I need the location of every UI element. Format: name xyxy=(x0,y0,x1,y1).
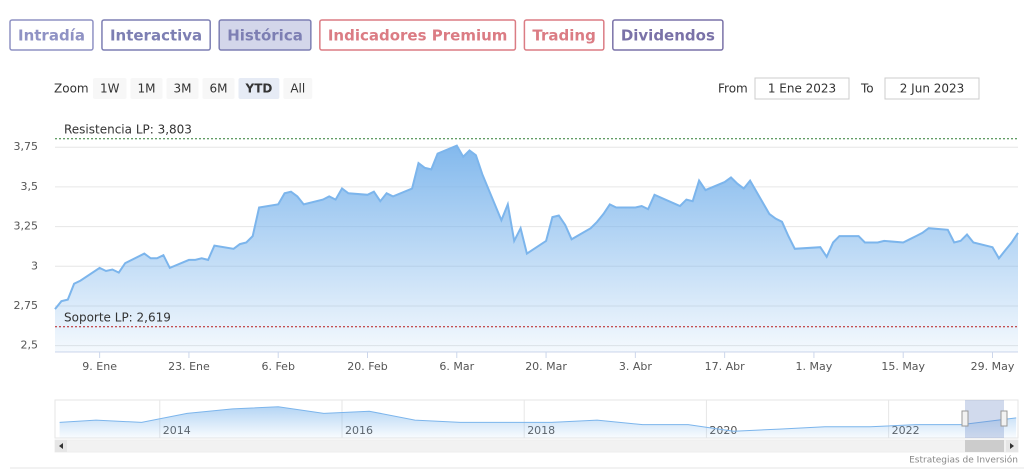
x-tick-label: 1. May xyxy=(796,360,833,373)
scroll-left-arrow xyxy=(59,443,63,449)
credit[interactable]: Estrategias de Inversión xyxy=(909,455,1018,466)
y-tick-label: 3 xyxy=(31,259,38,272)
scroll-right-arrow xyxy=(1010,443,1014,449)
x-tick-label: 15. May xyxy=(881,360,925,373)
zoom-button-label[interactable]: 1M xyxy=(138,82,156,96)
zoom-button[interactable] xyxy=(238,78,280,99)
from-value[interactable]: 1 Ene 2023 xyxy=(768,82,836,96)
x-tick-label: 9. Ene xyxy=(82,360,117,373)
zoom-button[interactable] xyxy=(166,78,199,99)
zoom-button-label[interactable]: YTD xyxy=(245,82,273,96)
navigator-line xyxy=(59,406,1017,432)
from-input[interactable] xyxy=(754,77,850,100)
zoom-button-label[interactable]: 1W xyxy=(100,82,120,96)
zoom-button[interactable] xyxy=(202,78,235,99)
plot-line-label: Soporte LP: 2,619 xyxy=(64,310,171,324)
tab-label[interactable]: Interactiva xyxy=(110,27,202,45)
x-tick-label: 6. Feb xyxy=(261,360,294,373)
tab-label[interactable]: Intradía xyxy=(18,27,85,45)
x-tick-label: 3. Abr xyxy=(619,360,652,373)
tab[interactable] xyxy=(612,19,724,51)
tab-label[interactable]: Dividendos xyxy=(621,27,715,45)
zoom-button-label[interactable]: 3M xyxy=(174,82,192,96)
tab-label[interactable]: Trading xyxy=(532,27,595,45)
zoom-button[interactable] xyxy=(283,78,313,99)
to-value[interactable]: 2 Jun 2023 xyxy=(900,82,965,96)
zoom-button-label[interactable]: 6M xyxy=(210,82,228,96)
navigator-area xyxy=(59,406,1017,438)
tab[interactable] xyxy=(218,19,312,51)
to-label: To xyxy=(860,82,874,96)
tab[interactable] xyxy=(319,19,517,51)
x-tick-label: 23. Ene xyxy=(168,360,210,373)
zoom-button[interactable] xyxy=(130,78,163,99)
y-tick-label: 3,75 xyxy=(14,140,39,153)
scrollbar-track xyxy=(54,439,1019,453)
navigator-mask[interactable] xyxy=(965,400,1004,438)
scrollbar-thumb[interactable] xyxy=(965,440,1004,452)
navigator-handle-left[interactable] xyxy=(961,410,969,427)
tab-label[interactable]: Histórica xyxy=(227,27,303,45)
navigator-handle-right[interactable] xyxy=(1000,410,1008,427)
from-label: From xyxy=(718,82,748,96)
x-tick-label: 20. Feb xyxy=(347,360,387,373)
tab-label[interactable]: Indicadores Premium xyxy=(328,27,508,45)
x-tick-label: 17. Abr xyxy=(705,360,745,373)
y-tick-label: 2,75 xyxy=(14,299,39,312)
tab[interactable] xyxy=(101,19,211,51)
area-fill xyxy=(55,145,1018,352)
x-tick-label: 6. Mar xyxy=(439,360,474,373)
zoom-button-label[interactable]: All xyxy=(290,82,305,96)
x-tick-label: 20. Mar xyxy=(525,360,567,373)
plot-line-label: Resistencia LP: 3,803 xyxy=(64,122,192,136)
tab[interactable] xyxy=(523,19,605,51)
y-tick-label: 3,25 xyxy=(14,220,39,233)
y-tick-label: 2,5 xyxy=(21,339,39,352)
to-input[interactable] xyxy=(884,77,980,100)
tab[interactable] xyxy=(9,19,94,51)
x-tick-label: 29. May xyxy=(971,360,1015,373)
zoom-label: Zoom xyxy=(54,82,89,96)
price-line xyxy=(54,144,1019,310)
zoom-button[interactable] xyxy=(93,78,127,99)
y-tick-label: 3,5 xyxy=(21,180,39,193)
